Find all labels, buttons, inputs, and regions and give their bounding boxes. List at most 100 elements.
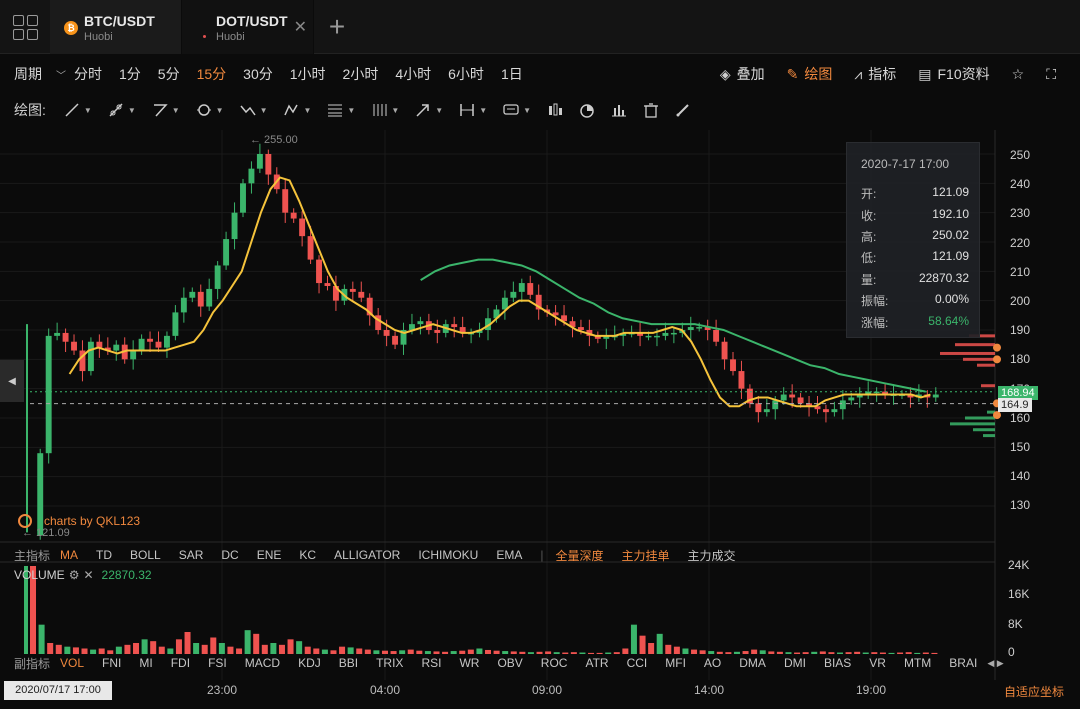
volume-bar [699, 650, 706, 654]
indicator-ema[interactable]: EMA [496, 548, 523, 562]
indicator-boll[interactable]: BOLL [130, 548, 161, 562]
info-value: 250.02 [932, 228, 969, 242]
sub-indicator-vol[interactable]: VOL [60, 656, 85, 670]
period-item[interactable]: 2小时 [342, 66, 379, 82]
full-depth-toggle[interactable]: 全量深度 [555, 548, 604, 563]
candle-body [865, 391, 872, 395]
wave-tool[interactable]: ▼ [240, 102, 268, 118]
auto-fit-button[interactable]: 自适应坐标 [1003, 685, 1064, 699]
volume-bar [527, 652, 534, 654]
arrow-tool[interactable]: ▼ [415, 102, 443, 118]
main-trades-toggle[interactable]: 主力成交 [687, 548, 736, 563]
scroll-arrows-icon[interactable]: ◀ ▶ [987, 657, 1004, 668]
sub-indicator-atr[interactable]: ATR [585, 656, 609, 670]
fullscreen-button[interactable]: ⛶ [1046, 66, 1056, 83]
period-item-active[interactable]: 15分 [196, 66, 227, 82]
info-key: 低: [861, 251, 877, 265]
sub-indicator-mfi[interactable]: MFI [665, 656, 686, 670]
indicator-sar[interactable]: SAR [178, 548, 204, 562]
trend-line-tool[interactable]: ▼ [64, 102, 92, 118]
gear-icon[interactable]: ⚙ [68, 568, 80, 582]
sub-indicator-roc[interactable]: ROC [540, 656, 568, 670]
sub-indicator-macd[interactable]: MACD [244, 656, 281, 670]
delete-drawings-button[interactable] [643, 102, 659, 118]
sub-indicator-trix[interactable]: TRIX [376, 656, 404, 670]
volume-bar [562, 652, 569, 654]
brush-tool[interactable] [675, 102, 691, 118]
sub-indicator-kdj[interactable]: KDJ [298, 656, 321, 670]
volume-bar [759, 650, 766, 654]
sub-indicator-ao[interactable]: AO [703, 656, 722, 670]
volume-bar [107, 650, 114, 654]
period-item[interactable]: 1日 [500, 66, 523, 82]
histogram-tool[interactable] [611, 102, 627, 118]
add-tab-button[interactable]: + [314, 0, 360, 54]
candle-body [485, 318, 491, 330]
sub-indicator-mi[interactable]: MI [139, 656, 153, 670]
indicator-ma[interactable]: MA [60, 548, 79, 562]
period-item[interactable]: 6小时 [448, 66, 484, 82]
sub-indicator-wr[interactable]: WR [459, 656, 480, 670]
sub-indicator-bias[interactable]: BIAS [823, 656, 852, 670]
close-icon[interactable]: ✕ [83, 568, 94, 582]
ohlc-info-panel: 2020-7-17 17:00 开: 121.09 收: 192.10 高: 250.… [846, 142, 980, 338]
polyline-tool[interactable]: ▼ [152, 102, 180, 118]
indicator-td[interactable]: TD [96, 548, 113, 562]
indicator-ene[interactable]: ENE [256, 548, 282, 562]
candlestick-chart[interactable] [0, 130, 1080, 680]
period-item[interactable]: 4小时 [395, 66, 432, 82]
period-item[interactable]: 1小时 [289, 66, 326, 82]
draw-button[interactable]: ✎ 绘图 [787, 64, 833, 84]
sub-indicator-fdi[interactable]: FDI [170, 656, 191, 670]
app-grid-button[interactable] [0, 0, 50, 54]
volume-bar [570, 652, 577, 654]
sub-indicator-dma[interactable]: DMA [739, 656, 766, 670]
sub-indicator-brai[interactable]: BRAI [949, 656, 978, 670]
candle-body [510, 291, 517, 298]
indicator-ichimoku[interactable]: ICHIMOKU [418, 548, 479, 562]
sub-indicator-cci[interactable]: CCI [626, 656, 648, 670]
tab-dot-usdt[interactable]: DOT/USDT Huobi ✕ [182, 0, 314, 54]
volume-bar [897, 652, 904, 654]
collapse-left-button[interactable]: ◀ [0, 360, 24, 402]
comment-tool[interactable]: ▼ [503, 102, 531, 118]
overlay-button[interactable]: ◈ 叠加 [720, 64, 765, 84]
pie-tool[interactable] [579, 102, 595, 118]
fib-tool[interactable]: ▼ [327, 102, 355, 118]
period-item[interactable]: 30分 [243, 66, 273, 82]
volume-bar [270, 643, 277, 654]
bars-pattern-tool[interactable] [547, 102, 563, 118]
f10-button[interactable]: ▤ F10资料 [918, 64, 989, 84]
ray-tool[interactable]: ▼ [108, 102, 136, 118]
pattern-tool[interactable]: ▼ [283, 102, 311, 118]
volume-bar [733, 651, 740, 654]
sub-indicator-mtm[interactable]: MTM [903, 656, 932, 670]
chevron-down-icon[interactable]: ﹀ [56, 70, 66, 82]
tab-exchange-label: Huobi [84, 31, 113, 43]
sub-indicator-vr[interactable]: VR [869, 656, 886, 670]
gann-tool[interactable]: ▼ [371, 102, 399, 118]
chart-area[interactable] [0, 130, 1080, 680]
main-orders-toggle[interactable]: 主力挂单 [621, 548, 670, 563]
indicator-alligator[interactable]: ALLIGATOR [334, 548, 401, 562]
close-icon[interactable]: ✕ [293, 19, 307, 36]
candle-body [349, 288, 356, 292]
circle-tool[interactable]: ▼ [196, 102, 224, 118]
sub-indicator-obv[interactable]: OBV [497, 656, 523, 670]
volume-bar [218, 643, 225, 654]
measure-tool[interactable]: ▼ [459, 102, 487, 118]
period-item[interactable]: 1分 [119, 66, 141, 82]
volume-bar [167, 648, 174, 654]
sub-indicator-rsi[interactable]: RSI [421, 656, 442, 670]
sub-indicator-bbi[interactable]: BBI [338, 656, 359, 670]
sub-indicator-fni[interactable]: FNI [102, 656, 122, 670]
indicator-button[interactable]: ⩘ 指标 [854, 64, 896, 84]
tab-btc-usdt[interactable]: ₿ BTC/USDT Huobi [50, 0, 182, 54]
period-item[interactable]: 分时 [74, 66, 102, 82]
indicator-kc[interactable]: KC [299, 548, 317, 562]
sub-indicator-dmi[interactable]: DMI [783, 656, 806, 670]
period-item[interactable]: 5分 [157, 66, 180, 82]
sub-indicator-fsi[interactable]: FSI [208, 656, 227, 670]
favorite-button[interactable]: ☆ [1012, 66, 1025, 83]
indicator-dc[interactable]: DC [221, 548, 239, 562]
